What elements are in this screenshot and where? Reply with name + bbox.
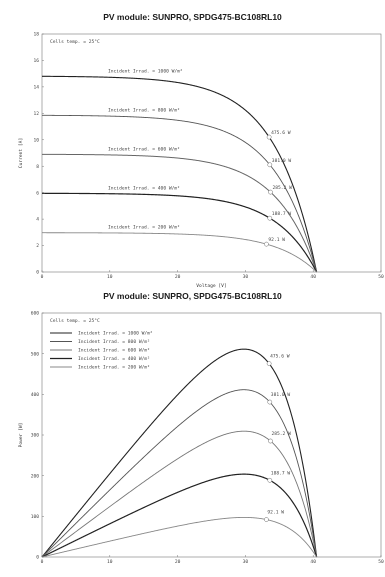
iv-mpp-label: 475.6 W — [271, 130, 291, 136]
y-tick-label: 8 — [36, 164, 39, 170]
iv-mpp-marker — [268, 189, 273, 195]
x-tick-label: 20 — [175, 274, 181, 280]
y-tick-label: 14 — [33, 84, 39, 90]
x-tick-label: 10 — [107, 274, 113, 280]
iv-mpp-label: 188.7 W — [272, 211, 292, 217]
y-tick-label: 0 — [36, 555, 39, 561]
pv-mpp-label: 92.1 W — [267, 510, 284, 516]
iv-mpp-label: 381.0 W — [272, 158, 292, 164]
y-tick-label: 18 — [33, 32, 39, 38]
pv-mpp-label: 285.2 W — [271, 431, 291, 437]
y-tick-label: 500 — [31, 351, 40, 357]
iv-series-label: Incident Irrad. = 200 W/m² — [108, 225, 180, 231]
pv-series-line — [41, 516, 317, 558]
y-tick-label: 100 — [31, 514, 40, 520]
y-tick-label: 300 — [31, 433, 40, 439]
legend-entry: Incident Irrad. = 200 W/m² — [78, 365, 150, 371]
iv-series-label: Incident Irrad. = 800 W/m² — [108, 107, 180, 113]
pv-chart-title: PV module: SUNPRO, SPDG475-BC108RL10 — [103, 291, 282, 301]
legend-entry: Incident Irrad. = 400 W/m² — [78, 356, 150, 362]
x-axis-label: Voltage [V] — [196, 283, 226, 289]
x-tick-label: 0 — [41, 274, 44, 280]
iv-chart: 0 10 20 30 40 50 0 2 4 6 8 10 12 14 16 18 Voltage [V] Cur… — [18, 32, 384, 289]
iv-series-label: Incident Irrad. = 1000 W/m² — [108, 68, 183, 74]
iv-series-label: Incident Irrad. = 600 W/m² — [108, 146, 180, 152]
plot-frame — [41, 33, 382, 273]
y-tick-label: 6 — [36, 190, 39, 196]
x-tick-label: 50 — [378, 274, 384, 280]
legend-entry: Incident Irrad. = 800 W/m² — [78, 339, 150, 345]
x-tick-label: 0 — [41, 559, 44, 565]
pv-mpp-marker — [264, 517, 269, 522]
pv-mpp-marker — [267, 399, 273, 405]
pv-mpp-marker — [266, 361, 272, 366]
x-tick-label: 40 — [310, 559, 316, 565]
pv-mpp-label: 188.7 W — [271, 470, 291, 476]
x-tick-label: 50 — [378, 559, 384, 565]
x-tick-label: 10 — [107, 559, 113, 565]
iv-mpp-marker — [266, 134, 272, 140]
y-tick-label: 0 — [36, 270, 39, 276]
y-axis-label: Current [A] — [18, 138, 24, 168]
y-tick-label: 4 — [36, 217, 39, 223]
y-axis-label: Power [W] — [18, 423, 24, 448]
x-tick-label: 20 — [175, 559, 181, 565]
iv-series-line — [42, 232, 317, 273]
y-tick-label: 12 — [33, 111, 39, 117]
pv-series-line — [41, 430, 318, 558]
x-tick-label: 30 — [243, 559, 249, 565]
y-tick-label: 200 — [31, 473, 40, 479]
x-tick-label: 40 — [310, 274, 316, 280]
iv-chart-title: PV module: SUNPRO, SPDG475-BC108RL10 — [103, 12, 282, 22]
pv-mpp-marker — [267, 477, 273, 483]
y-tick-label: 2 — [36, 243, 39, 249]
iv-series-label: Incident Irrad. = 400 W/m² — [108, 185, 180, 191]
iv-series-line — [42, 75, 318, 273]
iv-mpp-label: 92.1 W — [268, 237, 285, 243]
pv-mpp-label: 381.0 W — [271, 392, 291, 398]
legend-entry: Incident Irrad. = 1000 W/m² — [78, 331, 153, 337]
pv-mpp-marker — [268, 438, 273, 444]
pv-series-line — [41, 348, 318, 558]
cells-temp-note: Cells temp. = 25°C — [50, 318, 100, 324]
legend-entry: Incident Irrad. = 600 W/m² — [78, 348, 150, 354]
x-tick-label: 30 — [243, 274, 249, 280]
iv-mpp-marker — [264, 241, 269, 247]
y-tick-label: 10 — [33, 137, 39, 143]
cells-temp-note: Cells temp. = 25°C — [50, 39, 100, 45]
iv-mpp-marker — [267, 162, 273, 168]
y-tick-label: 600 — [31, 311, 40, 317]
iv-mpp-label: 285.2 W — [272, 185, 292, 191]
y-tick-label: 400 — [31, 392, 40, 398]
pv-mpp-label: 475.6 W — [270, 354, 290, 360]
iv-mpp-marker — [267, 215, 273, 221]
y-tick-label: 16 — [33, 58, 39, 64]
